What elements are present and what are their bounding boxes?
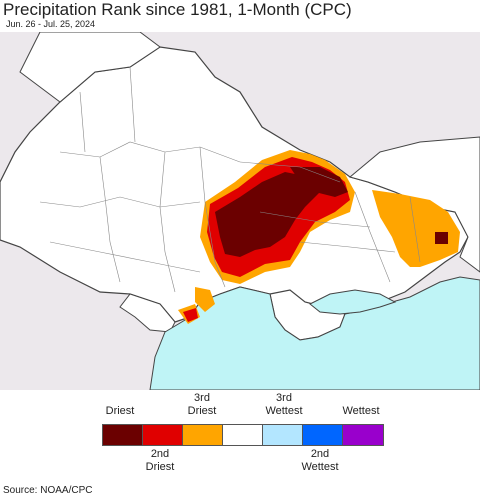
precipitation-rank-map (0, 32, 480, 390)
second-driest-coast (183, 308, 198, 322)
legend-swatch-driest (103, 425, 143, 445)
black-sea (149, 276, 480, 390)
driest-patch-east (435, 232, 448, 244)
moldova (119, 293, 176, 333)
sea-of-azov (309, 289, 397, 315)
belarus (19, 32, 161, 103)
russia-east (348, 136, 480, 273)
legend-swatch-third-wettest (263, 425, 303, 445)
third-driest-east (372, 190, 460, 267)
legend-swatch-normal (223, 425, 263, 445)
legend-label-wettest: Wettest (342, 405, 380, 417)
source-credit: Source: NOAA/CPC (3, 485, 93, 496)
third-driest-south (195, 287, 215, 312)
legend-label-driest: Driest (105, 405, 135, 417)
legend-label-third-driest: 3rd Driest (187, 392, 217, 417)
legend-label-third-wettest: 3rd Wettest (265, 392, 303, 417)
oblast-borders (39, 66, 421, 293)
driest-region (215, 172, 320, 257)
legend-swatch-wettest (343, 425, 383, 445)
legend-swatch-third-driest (183, 425, 223, 445)
legend-swatch-second-wettest (303, 425, 343, 445)
legend-label-second-driest: 2nd Driest (145, 448, 175, 473)
legend-color-bar (102, 424, 384, 446)
legend-label-second-wettest: 2nd Wettest (301, 448, 339, 473)
legend-swatch-second-driest (143, 425, 183, 445)
map-title: Precipitation Rank since 1981, 1-Month (… (3, 0, 352, 19)
driest-patch-north (290, 167, 348, 197)
map-date-range: Jun. 26 - Jul. 25, 2024 (6, 19, 96, 29)
